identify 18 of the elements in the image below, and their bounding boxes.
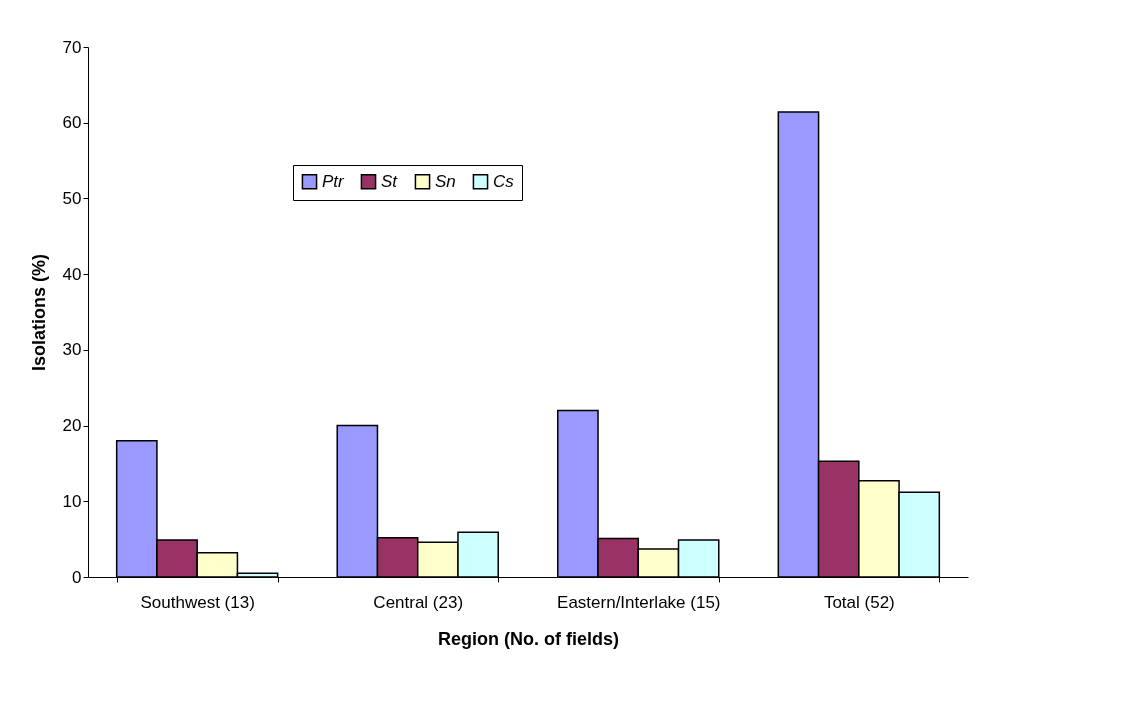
x-axis-title: Region (No. of fields) bbox=[438, 628, 619, 649]
x-tick-label: Southwest (13) bbox=[140, 592, 255, 612]
legend-label: Cs bbox=[493, 171, 515, 191]
y-tick-label: 70 bbox=[62, 37, 82, 57]
x-tick-label: Eastern/Interlake (15) bbox=[557, 592, 721, 612]
y-tick-label: 60 bbox=[62, 113, 82, 133]
y-tick-label: 20 bbox=[62, 416, 82, 436]
legend-label: Ptr bbox=[322, 171, 346, 191]
y-axis-title: Isolations (%) bbox=[28, 253, 49, 372]
legend-label: St bbox=[381, 171, 399, 191]
legend-label: Sn bbox=[435, 171, 456, 191]
y-tick-label: 40 bbox=[62, 264, 82, 284]
x-tick-label: Central (23) bbox=[373, 592, 464, 612]
y-tick-label: 50 bbox=[62, 188, 82, 208]
x-tick-label: Total (52) bbox=[823, 592, 895, 612]
y-tick-label: 10 bbox=[62, 491, 82, 511]
y-tick-label: 0 bbox=[72, 567, 82, 587]
y-tick-label: 30 bbox=[62, 340, 82, 360]
